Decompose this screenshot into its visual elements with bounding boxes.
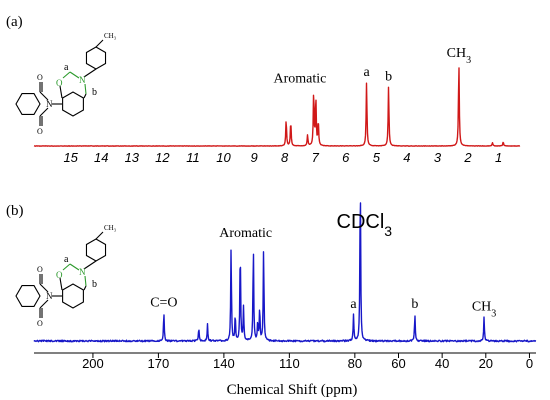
x-tick-label-6: 40 xyxy=(435,356,449,371)
x-tick-label-1: 14 xyxy=(94,150,108,165)
x-tick-label-11: 4 xyxy=(403,150,410,165)
carbonyl-o-2: O xyxy=(37,127,43,136)
x-tick-label-1: 170 xyxy=(148,356,170,371)
imide-c1 xyxy=(39,283,49,293)
x-tick-label-8: 0 xyxy=(526,356,533,371)
x-tick-label-7: 20 xyxy=(479,356,493,371)
imide-c2 xyxy=(39,107,49,117)
imide-c1 xyxy=(39,91,49,101)
x-tick-label-5: 60 xyxy=(391,356,405,371)
n-tolyl-bond xyxy=(83,68,97,78)
peak-label-ch: CH3 xyxy=(447,46,471,66)
panel-a-label: (a) xyxy=(6,14,23,30)
solvent-label-cdcl3: CDCl3 xyxy=(337,211,393,239)
peak-label-a: a xyxy=(350,297,357,312)
imide-n-atom: N xyxy=(46,99,53,109)
o-ring-bond xyxy=(59,277,63,291)
x-tick-label-8: 7 xyxy=(312,150,320,165)
peak-label-a: a xyxy=(363,65,370,80)
peak-label-ch: CH3 xyxy=(472,299,496,319)
fused-benzene-ring xyxy=(62,91,84,117)
x-tick-label-10: 5 xyxy=(373,150,381,165)
x-axis-label: Chemical Shift (ppm) xyxy=(227,382,358,398)
spectrum-line-b xyxy=(33,202,537,343)
panel-b-label: (b) xyxy=(6,203,24,219)
tolyl-ring xyxy=(85,238,107,262)
x-tick-label-6: 9 xyxy=(250,150,257,165)
structure-label-b: b xyxy=(92,87,97,98)
x-tick-label-4: 11 xyxy=(186,150,200,165)
oxazine-bond-2 xyxy=(62,71,71,79)
cb-ring-bond xyxy=(83,93,87,99)
imide-c2 xyxy=(39,299,49,309)
methyl-bond xyxy=(95,39,104,48)
x-tick-label-2: 13 xyxy=(125,150,140,165)
o-ring-bond xyxy=(59,85,63,99)
x-tick-label-9: 6 xyxy=(342,150,350,165)
oxazine-bond-1 xyxy=(69,71,80,79)
structure-o-atom: O xyxy=(56,270,63,280)
x-tick-label-5: 10 xyxy=(216,150,231,165)
x-tick-label-14: 1 xyxy=(495,150,502,165)
tolyl-ring xyxy=(85,46,107,70)
oxazine-bond-1 xyxy=(69,263,80,271)
structure-n-atom: N xyxy=(79,267,86,277)
x-tick-label-7: 8 xyxy=(281,150,289,165)
x-tick-label-0: 15 xyxy=(63,150,78,165)
oxazine-bond-3 xyxy=(84,83,87,95)
peak-label-b: b xyxy=(411,297,418,312)
structure-methyl: CH₃ xyxy=(104,224,117,232)
structure-label-a: a xyxy=(64,62,69,73)
spectrum-line-a xyxy=(33,67,521,147)
oxazine-bond-3 xyxy=(84,275,87,287)
phthalimide-benzene-ring xyxy=(15,285,41,307)
structure-o-atom: O xyxy=(56,78,63,88)
peak-label-aromatic: Aromatic xyxy=(273,72,326,87)
x-tick-label-13: 2 xyxy=(463,150,472,165)
carbonyl-o-2: O xyxy=(37,319,43,328)
oxazine-bond-2 xyxy=(62,263,71,271)
imide-n-atom: N xyxy=(46,291,53,301)
peak-label-aromatic: Aromatic xyxy=(219,226,272,241)
peak-label-co: C=O xyxy=(150,295,177,310)
phthalimide-benzene-ring xyxy=(15,93,41,115)
structure-label-b: b xyxy=(92,279,97,290)
structure-label-a: a xyxy=(64,254,69,265)
x-tick-label-3: 12 xyxy=(155,150,170,165)
n-tolyl-bond xyxy=(83,260,97,270)
x-tick-label-0: 200 xyxy=(82,356,104,371)
methyl-bond xyxy=(95,231,104,240)
cb-ring-bond xyxy=(83,285,87,291)
structure-methyl: CH₃ xyxy=(104,32,117,40)
fused-benzene-ring xyxy=(62,283,84,309)
carbonyl-o-1: O xyxy=(37,73,43,82)
peak-label-b: b xyxy=(385,69,392,84)
x-tick-label-3: 110 xyxy=(279,356,300,371)
carbonyl-o-1: O xyxy=(37,265,43,274)
x-tick-label-4: 80 xyxy=(348,356,362,371)
structure-n-atom: N xyxy=(79,75,86,85)
x-tick-label-2: 140 xyxy=(213,356,235,371)
x-tick-label-12: 3 xyxy=(434,150,442,165)
